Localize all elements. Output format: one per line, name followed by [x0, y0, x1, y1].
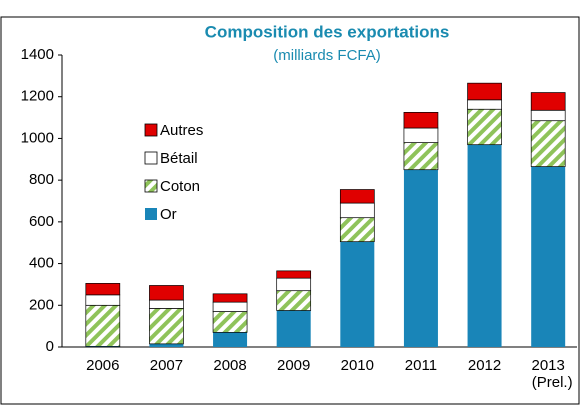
bar-segment — [85, 294, 121, 306]
legend-label: Coton — [160, 178, 200, 195]
bar-segment — [149, 343, 184, 347]
bar-segment — [467, 108, 502, 146]
y-tick-label: 400 — [29, 255, 54, 272]
bar-segment — [530, 109, 566, 122]
y-tick-label: 200 — [29, 296, 54, 313]
legend-label: Autres — [160, 122, 203, 139]
x-tick-label: 2008 — [213, 357, 246, 374]
legend-label: Or — [160, 206, 177, 223]
bar-segment — [85, 304, 121, 347]
bar-segment — [403, 169, 438, 347]
x-tick-label: 2012 — [468, 357, 501, 374]
y-tick-label: 1200 — [21, 88, 54, 105]
bar-segment — [276, 310, 311, 347]
bar-segment — [403, 142, 439, 171]
bar-segment — [467, 99, 502, 110]
x-tick-label: 2007 — [150, 357, 183, 374]
bar-segment — [467, 82, 502, 101]
bar-segment — [339, 202, 375, 219]
bar-segment — [340, 241, 375, 347]
x-tick-label: 2011 — [405, 357, 437, 374]
chart-title: Composition des exportations — [205, 22, 450, 41]
bar-segment — [85, 283, 121, 296]
bar-segment — [339, 217, 375, 243]
x-tick-label: 2006 — [86, 357, 119, 374]
y-tick-label: 800 — [29, 171, 54, 188]
bar-segment — [213, 332, 248, 347]
bar-segment — [403, 112, 439, 129]
y-tick-label: 1000 — [21, 129, 54, 146]
bar-segment — [276, 270, 312, 279]
bar-segment — [531, 166, 566, 347]
legend-swatch — [144, 151, 158, 165]
chart-subtitle: (milliards FCFA) — [273, 47, 381, 64]
y-tick-label: 0 — [46, 338, 54, 355]
bar-segment — [530, 120, 566, 167]
y-tick-label: 600 — [29, 213, 54, 230]
bar-segment — [276, 290, 312, 311]
bar-segment — [149, 308, 184, 345]
legend-swatch — [144, 123, 158, 137]
bar-segment — [467, 144, 502, 347]
bar-segment — [403, 127, 439, 143]
legend-swatch — [145, 208, 157, 220]
legend-swatch — [144, 179, 158, 193]
bar-segment — [149, 299, 184, 309]
bar-segment — [530, 92, 566, 111]
x-tick-label: 2010 — [341, 357, 374, 374]
bar-segment — [276, 277, 312, 292]
bar-segment — [212, 301, 248, 312]
chart-border — [0, 16, 580, 405]
y-tick-label: 1400 — [21, 46, 54, 63]
bar-segment — [149, 285, 184, 301]
bar-segment — [212, 311, 248, 333]
x-tick-label: 2009 — [277, 357, 310, 374]
bar-segment — [339, 189, 375, 204]
x-tick-label: 2013 (Prel.) — [532, 357, 573, 391]
bar-segment — [212, 293, 248, 303]
legend-label: Bétail — [160, 150, 198, 167]
